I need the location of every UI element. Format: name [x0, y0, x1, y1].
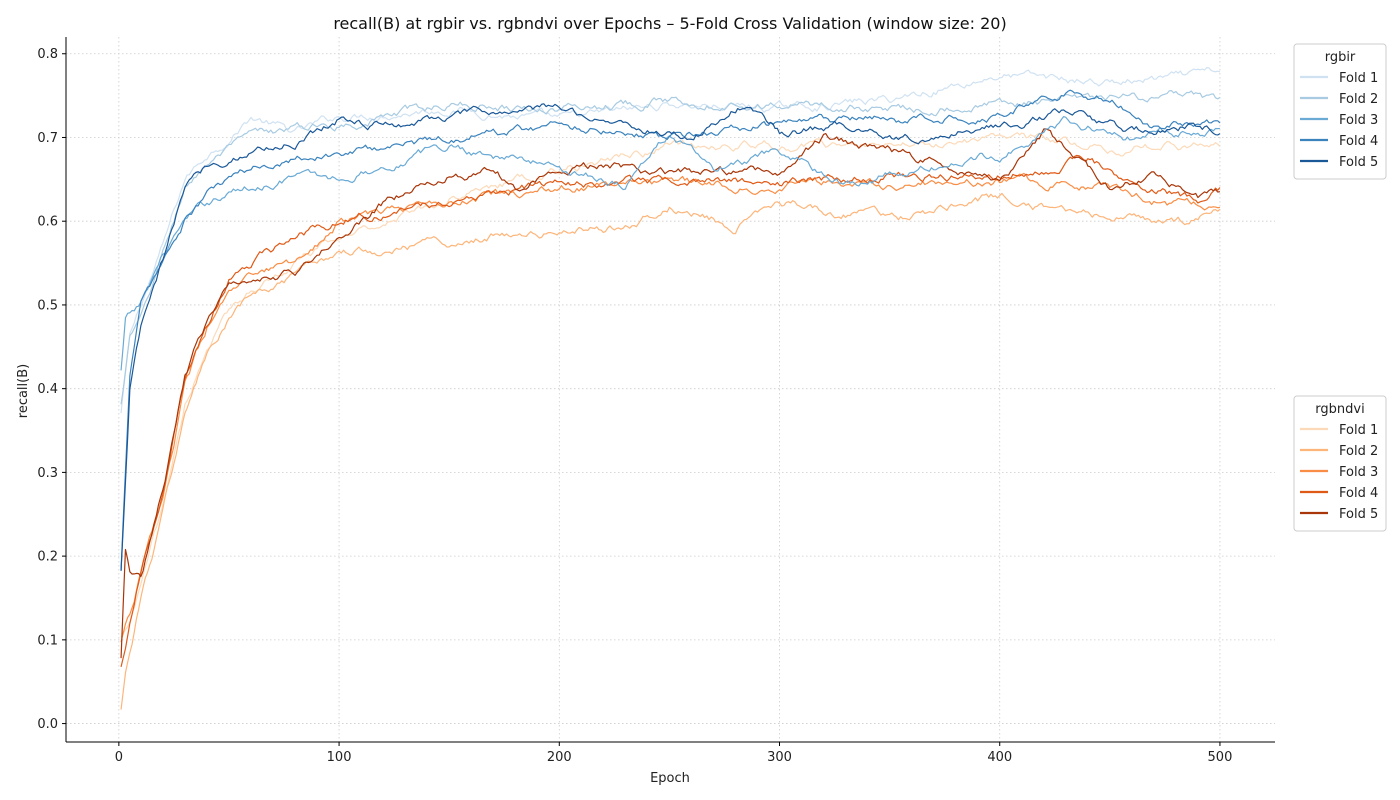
- rgbir-fold-4-line: [120, 89, 1221, 571]
- legend-entry: Fold 4: [1339, 134, 1378, 149]
- legend-entry: Fold 5: [1339, 155, 1378, 170]
- x-tick-label: 0: [115, 750, 123, 765]
- x-tick-label: 300: [767, 750, 792, 765]
- legend-rgbndvi: rgbndvi Fold 1 Fold 2 Fold 3 Fold 4 Fold 5: [1293, 395, 1387, 532]
- series-group: [120, 67, 1221, 710]
- legend-title: rgbir: [1325, 50, 1356, 65]
- legend-entry: Fold 3: [1339, 465, 1378, 480]
- rgbndvi-fold-5-line: [120, 128, 1221, 659]
- rgbir-fold-5-line: [120, 103, 1221, 571]
- rgbndvi-fold-4-line: [120, 154, 1221, 668]
- legend-entry: Fold 1: [1339, 71, 1378, 86]
- rgbndvi-fold-2-line: [120, 192, 1221, 710]
- chart-title: recall(B) at rgbir vs. rgbndvi over Epoc…: [333, 14, 1006, 33]
- legend-entry: Fold 3: [1339, 113, 1378, 128]
- rgbndvi-fold-3-line: [120, 172, 1221, 643]
- legend-entry: Fold 4: [1339, 486, 1378, 501]
- legend-entry: Fold 5: [1339, 507, 1378, 522]
- y-axis-label: recall(B): [16, 364, 31, 418]
- rgbir-fold-3-line: [120, 116, 1220, 371]
- y-tick-label: 0.8: [37, 47, 58, 62]
- rgbir-fold-2-line: [120, 90, 1221, 405]
- legend-rgbir: rgbir Fold 1 Fold 2 Fold 3 Fold 4 Fold 5: [1293, 43, 1387, 180]
- y-tick-label: 0.3: [37, 466, 58, 481]
- rgbndvi-fold-1-line: [120, 132, 1221, 638]
- x-tick-label: 500: [1208, 750, 1233, 765]
- y-tick-label: 0.7: [37, 131, 58, 146]
- legend-entry: Fold 2: [1339, 444, 1378, 459]
- x-tick-label: 200: [547, 750, 572, 765]
- y-tick-label: 0.6: [37, 215, 58, 230]
- y-tick-label: 0.0: [37, 717, 58, 732]
- ticks: 0 100 200 300 400 500 0.0 0.1 0.2 0.3 0.4 0.5 0.6 0.7…: [37, 47, 1232, 765]
- grid: [66, 37, 1275, 742]
- legend-entry: Fold 1: [1339, 423, 1378, 438]
- rgbir-fold-1-line: [120, 67, 1221, 414]
- y-tick-label: 0.4: [37, 382, 58, 397]
- y-tick-label: 0.1: [37, 633, 58, 648]
- x-tick-label: 100: [327, 750, 352, 765]
- x-tick-label: 400: [987, 750, 1012, 765]
- y-tick-label: 0.5: [37, 298, 58, 313]
- y-tick-label: 0.2: [37, 550, 58, 565]
- axes: [65, 37, 1275, 743]
- legend-entry: Fold 2: [1339, 92, 1378, 107]
- x-axis-label: Epoch: [650, 771, 690, 786]
- legend-title: rgbndvi: [1315, 402, 1364, 417]
